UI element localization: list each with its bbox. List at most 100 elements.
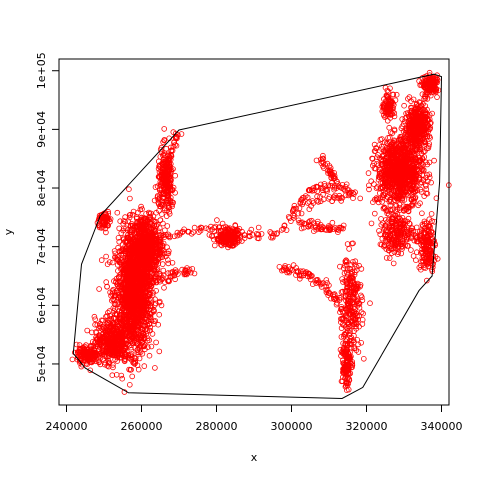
data-point <box>397 142 404 148</box>
data-point <box>373 185 380 192</box>
data-point <box>149 261 156 268</box>
data-point <box>383 158 390 165</box>
data-point <box>104 313 110 319</box>
data-point <box>113 255 120 262</box>
data-point <box>79 355 85 362</box>
data-point <box>105 328 112 335</box>
data-point <box>384 118 391 124</box>
data-point <box>125 242 132 248</box>
data-point <box>110 339 116 346</box>
data-point <box>84 348 90 355</box>
data-point <box>388 166 395 173</box>
data-point <box>143 211 149 217</box>
data-point <box>344 241 351 247</box>
data-point <box>147 314 153 320</box>
data-point <box>105 309 111 316</box>
data-point <box>403 170 410 176</box>
data-point <box>385 88 392 95</box>
data-point <box>109 336 115 343</box>
data-point <box>123 337 129 344</box>
data-point <box>399 140 406 147</box>
data-point <box>398 151 404 158</box>
data-point <box>165 260 172 267</box>
data-point <box>90 338 96 345</box>
data-point <box>134 347 141 354</box>
data-point <box>153 266 160 273</box>
data-point <box>87 343 94 349</box>
data-point <box>156 348 163 355</box>
data-point <box>372 148 379 154</box>
data-point <box>419 79 425 86</box>
data-point <box>381 139 388 146</box>
data-point <box>405 177 412 184</box>
data-point <box>400 183 407 189</box>
data-point <box>121 218 127 224</box>
data-point <box>384 140 391 147</box>
data-point <box>380 191 386 198</box>
data-point <box>144 217 151 224</box>
data-point <box>424 79 431 85</box>
data-point <box>366 182 372 189</box>
data-point <box>420 168 427 174</box>
data-point <box>386 109 393 115</box>
data-point <box>106 359 113 366</box>
data-point <box>128 356 135 363</box>
data-point <box>126 212 133 218</box>
data-point <box>118 230 124 236</box>
data-point <box>143 325 150 332</box>
data-point <box>225 234 232 241</box>
data-point <box>92 339 99 346</box>
data-point <box>424 178 431 185</box>
data-point <box>147 213 154 220</box>
data-point <box>102 328 108 335</box>
data-point <box>378 179 384 186</box>
data-point <box>125 232 131 238</box>
data-point <box>161 126 168 132</box>
data-point <box>138 304 145 311</box>
data-point <box>132 303 139 310</box>
data-point <box>117 342 123 349</box>
data-point <box>123 285 129 292</box>
data-point <box>394 166 400 173</box>
data-point <box>385 95 392 102</box>
data-point <box>385 151 392 157</box>
data-point <box>407 170 414 176</box>
data-point <box>387 202 394 209</box>
data-point <box>372 165 379 172</box>
data-point <box>406 155 413 161</box>
data-point <box>428 179 434 186</box>
data-point <box>126 366 132 373</box>
data-point <box>384 87 391 94</box>
data-point <box>133 330 140 337</box>
data-point <box>96 286 102 292</box>
data-point <box>161 137 168 144</box>
data-point <box>396 173 403 179</box>
data-point <box>124 298 131 304</box>
data-point <box>151 307 157 314</box>
data-point <box>413 179 419 185</box>
data-point <box>424 76 430 83</box>
data-point <box>410 135 417 142</box>
data-point <box>387 161 394 168</box>
data-point <box>74 354 81 361</box>
data-point <box>139 340 145 346</box>
data-point <box>140 312 146 319</box>
data-point <box>431 157 437 164</box>
data-point <box>425 145 432 151</box>
data-point <box>427 92 434 99</box>
data-point <box>158 302 165 309</box>
data-point <box>227 242 233 249</box>
data-point <box>409 134 416 140</box>
data-point <box>387 184 394 191</box>
data-point <box>422 181 429 188</box>
data-point <box>166 204 173 211</box>
data-point <box>392 175 399 182</box>
data-point <box>401 180 408 186</box>
data-point <box>137 297 144 303</box>
data-point <box>109 334 115 341</box>
data-point <box>412 135 419 142</box>
data-point <box>232 238 238 245</box>
data-point <box>122 248 129 255</box>
data-point <box>89 351 96 358</box>
data-point <box>403 149 410 156</box>
